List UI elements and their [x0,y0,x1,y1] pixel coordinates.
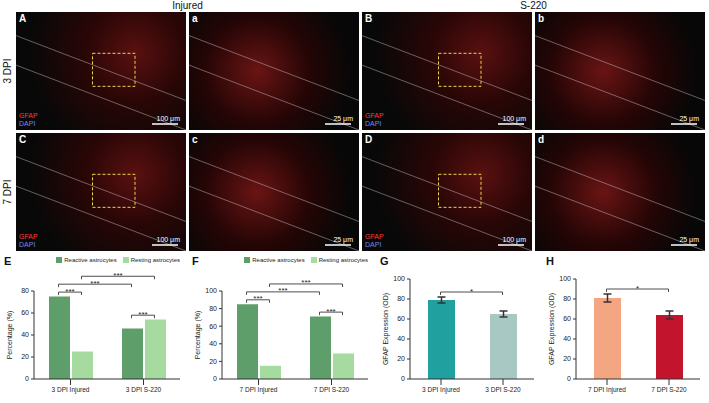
html-text:100 μm: 100 μm [156,236,180,243]
svg-text:3 DPI S-220: 3 DPI S-220 [126,386,162,393]
html-text:25 μm: 25 μm [679,115,699,122]
svg-text:0: 0 [567,375,571,382]
svg-text:0: 0 [401,375,405,382]
html-text:b: b [538,13,545,24]
html-text:3 DPI: 3 DPI [1,58,13,84]
svg-text:100: 100 [559,275,571,282]
svg-text:3 DPI Injured: 3 DPI Injured [52,386,90,394]
svg-text:80: 80 [563,295,571,302]
svg-text:20: 20 [209,358,217,365]
svg-text:3 DPI S-220: 3 DPI S-220 [485,386,521,393]
html-text:GFAP: GFAP [365,233,384,240]
html-text:Reactive astrocytes: Reactive astrocytes [252,257,305,263]
svg-text:100: 100 [393,275,405,282]
svg-text:20: 20 [397,355,405,362]
html-text:E: E [4,255,12,267]
html-text:A: A [19,13,27,24]
svg-text:***: *** [253,294,262,303]
svg-text:40: 40 [209,340,217,347]
html-text:25 μm: 25 μm [679,236,699,243]
svg-text:40: 40 [397,335,405,342]
html-text:B: B [365,13,373,24]
html-text:GFAP: GFAP [19,233,38,240]
svg-text:80: 80 [209,305,217,312]
svg-text:Percentage (%): Percentage (%) [6,311,14,360]
html-text:DAPI: DAPI [365,120,382,127]
svg-text:***: *** [138,310,147,319]
html-text:DAPI: DAPI [19,120,36,127]
svg-text:60: 60 [563,315,571,322]
html-text:d: d [538,134,545,145]
html-text:7 DPI: 7 DPI [1,179,13,205]
html-text:Resting astrocytes: Resting astrocytes [318,257,368,263]
html-text:S-220: S-220 [520,0,547,11]
svg-text:*: * [636,284,639,293]
html-text:GFAP: GFAP [19,112,38,119]
html-text:100 μm: 100 μm [156,115,180,122]
svg-text:60: 60 [397,315,405,322]
svg-text:20: 20 [21,353,29,360]
html-text:DAPI: DAPI [19,241,36,248]
html-text:a: a [192,13,198,24]
svg-text:100: 100 [205,287,217,294]
html-text:F: F [192,255,199,267]
svg-text:80: 80 [397,295,405,302]
html-text:G: G [380,255,389,267]
html-text:Injured: Injured [172,0,203,11]
svg-text:GFAP Expression (OD): GFAP Expression (OD) [382,293,390,365]
svg-text:***: *** [65,287,74,296]
svg-text:3 DPI Injured: 3 DPI Injured [422,386,460,394]
svg-text:0: 0 [25,375,29,382]
svg-text:***: *** [278,286,287,295]
html-text:Resting astrocytes: Resting astrocytes [130,257,180,263]
html-text:Reactive astrocytes: Reactive astrocytes [64,257,117,263]
svg-text:Percentage (%): Percentage (%) [194,311,202,360]
html-text:GFAP: GFAP [365,112,384,119]
svg-text:7 DPI S-220: 7 DPI S-220 [651,386,687,393]
html-text:100 μm: 100 μm [502,115,526,122]
svg-text:GFAP Expression (OD): GFAP Expression (OD) [548,293,556,365]
svg-text:0: 0 [213,375,217,382]
html-text:DAPI: DAPI [365,241,382,248]
html-text:25 μm: 25 μm [333,236,353,243]
svg-text:60: 60 [209,323,217,330]
svg-text:20: 20 [563,355,571,362]
svg-text:40: 40 [563,335,571,342]
svg-text:40: 40 [21,331,29,338]
svg-text:***: *** [326,307,335,316]
svg-text:***: *** [113,271,122,280]
html-text:H: H [546,255,554,267]
html-text:25 μm: 25 μm [333,115,353,122]
html-text:D: D [365,134,373,145]
svg-text:***: *** [90,279,99,288]
html-text:100 μm: 100 μm [502,236,526,243]
svg-text:7 DPI Injured: 7 DPI Injured [588,386,626,394]
svg-text:*: * [470,287,473,296]
svg-text:7 DPI Injured: 7 DPI Injured [240,386,278,394]
svg-text:7 DPI S-220: 7 DPI S-220 [314,386,350,393]
svg-text:***: *** [301,278,310,287]
svg-text:60: 60 [21,309,29,316]
svg-text:80: 80 [21,287,29,294]
html-text:c: c [192,134,198,145]
html-text:C: C [19,134,27,145]
